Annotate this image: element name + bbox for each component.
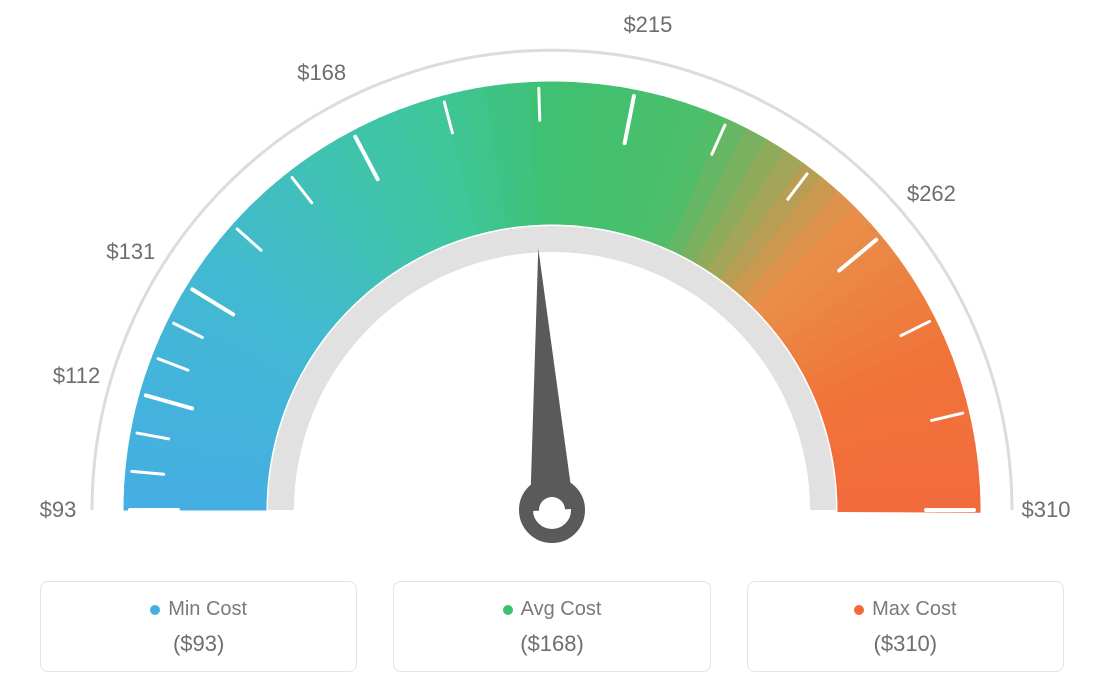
gauge-svg [0,0,1104,560]
legend-title-min: Min Cost [150,598,247,621]
legend-dot-min [150,605,160,615]
legend-value-max: ($310) [758,631,1053,657]
tick-label: $112 [53,363,100,389]
legend-box-avg: Avg Cost ($168) [393,581,710,672]
legend-value-avg: ($168) [404,631,699,657]
legend-row: Min Cost ($93) Avg Cost ($168) Max Cost … [0,581,1104,672]
legend-title-max: Max Cost [854,598,956,621]
tick-label: $168 [297,60,346,86]
legend-box-max: Max Cost ($310) [747,581,1064,672]
legend-title-avg: Avg Cost [503,598,602,621]
legend-dot-max [854,605,864,615]
tick-label: $310 [1022,497,1071,523]
legend-label-min: Min Cost [168,598,247,621]
legend-label-avg: Avg Cost [521,598,602,621]
legend-value-min: ($93) [51,631,346,657]
legend-box-min: Min Cost ($93) [40,581,357,672]
tick-label: $131 [106,239,155,265]
gauge-chart: $93 $112 $131 $168 $215 $262 $310 [0,0,1104,560]
tick-label: $215 [623,12,672,38]
tick-label: $262 [907,181,956,207]
tick-label: $93 [40,497,77,523]
legend-label-max: Max Cost [872,598,956,621]
legend-dot-avg [503,605,513,615]
